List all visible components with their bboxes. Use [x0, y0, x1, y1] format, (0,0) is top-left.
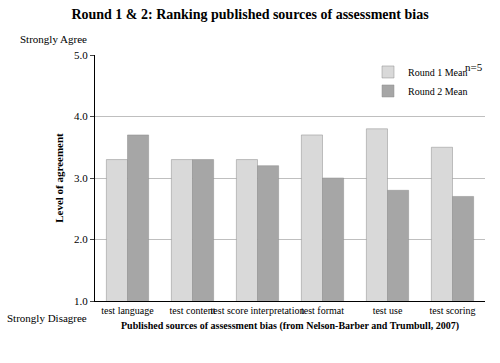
svg-text:test use: test use — [373, 305, 403, 316]
svg-text:Published sources of assessmen: Published sources of assessment bias (fr… — [121, 320, 459, 332]
svg-text:Round 2 Mean: Round 2 Mean — [408, 86, 467, 97]
svg-text:4.0: 4.0 — [74, 110, 88, 122]
svg-text:Round 1 Mean: Round 1 Mean — [408, 67, 467, 78]
svg-text:test language: test language — [101, 305, 154, 316]
svg-text:test score interpretation: test score interpretation — [211, 305, 305, 316]
svg-text:1.0: 1.0 — [74, 295, 88, 307]
svg-text:5.0: 5.0 — [74, 49, 88, 61]
svg-text:Level of agreement: Level of agreement — [53, 133, 65, 223]
svg-text:Strongly Agree: Strongly Agree — [20, 33, 87, 45]
svg-text:3.0: 3.0 — [74, 172, 88, 184]
svg-text:2.0: 2.0 — [74, 233, 88, 245]
svg-text:test format: test format — [301, 305, 344, 316]
svg-text:Round 1 & 2: Ranking published: Round 1 & 2: Ranking published sources o… — [71, 7, 429, 22]
svg-text:test scoring: test scoring — [430, 305, 476, 316]
svg-text:Strongly Disagree: Strongly Disagree — [7, 312, 87, 324]
svg-text:test content: test content — [170, 305, 216, 316]
svg-text:n=5: n=5 — [465, 61, 483, 73]
